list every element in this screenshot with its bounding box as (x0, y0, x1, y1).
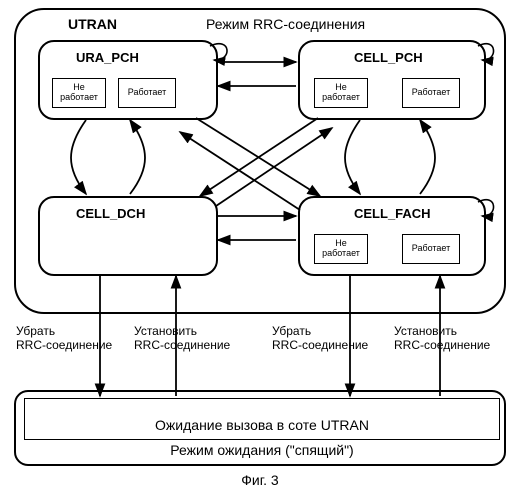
ura-pch-sub1: Не работает (52, 78, 106, 108)
cell-fach-sub2: Работает (402, 234, 460, 264)
remove-rrc-label-1: УбратьRRC-соединение (16, 324, 112, 353)
cell-pch-sub1: Не работает (314, 78, 368, 108)
figure-label: Фиг. 3 (0, 472, 520, 488)
establish-rrc-label-1: УстановитьRRC-соединение (134, 324, 230, 353)
state-cell-fach: CELL_FACH Не работает Работает (298, 196, 486, 276)
utran-label: UTRAN (68, 16, 117, 32)
state-title-cell-fach: CELL_FACH (354, 206, 431, 221)
state-title-ura-pch: URA_PCH (76, 50, 139, 65)
state-title-cell-dch: CELL_DCH (76, 206, 145, 221)
state-title-cell-pch: CELL_PCH (354, 50, 423, 65)
state-ura-pch: URA_PCH Не работает Работает (38, 40, 218, 120)
establish-rrc-label-2: УстановитьRRC-соединение (394, 324, 490, 353)
idle-mode-label: Режим ожидания ("спящий") (16, 442, 508, 458)
idle-waiting-text: Ожидание вызова в соте UTRAN (155, 417, 369, 433)
rrc-mode-label: Режим RRC-соединения (206, 16, 365, 32)
remove-text-2: УбратьRRC-соединение (272, 324, 368, 352)
idle-mode-container: Ожидание вызова в соте UTRAN Режим ожида… (14, 390, 506, 466)
idle-waiting-box: Ожидание вызова в соте UTRAN (24, 398, 500, 440)
cell-fach-sub1: Не работает (314, 234, 368, 264)
cell-pch-sub2: Работает (402, 78, 460, 108)
state-cell-dch: CELL_DCH (38, 196, 218, 276)
remove-text-1: УбратьRRC-соединение (16, 324, 112, 352)
establish-text-2: УстановитьRRC-соединение (394, 324, 490, 352)
state-cell-pch: CELL_PCH Не работает Работает (298, 40, 486, 120)
ura-pch-sub2: Работает (118, 78, 176, 108)
remove-rrc-label-2: УбратьRRC-соединение (272, 324, 368, 353)
rrc-mode-container: UTRAN Режим RRC-соединения URA_PCH Не ра… (14, 8, 506, 314)
establish-text-1: УстановитьRRC-соединение (134, 324, 230, 352)
